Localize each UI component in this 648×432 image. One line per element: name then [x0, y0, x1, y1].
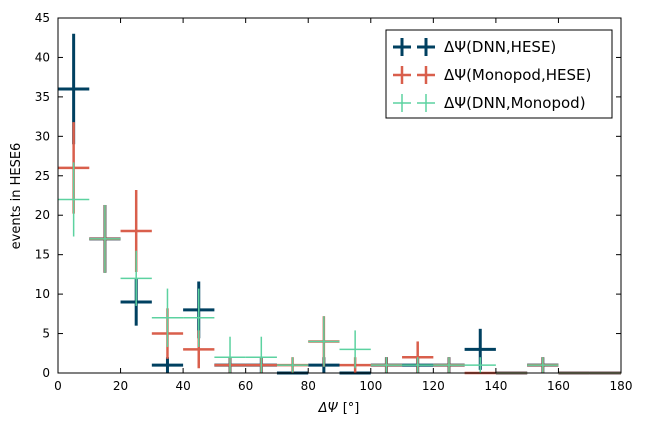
x-tick-label: 20: [113, 379, 128, 393]
series-2: [58, 122, 621, 375]
legend-label: ΔΨ(DNN,Monopod): [444, 94, 586, 112]
x-tick-label: 40: [175, 379, 190, 393]
y-tick-label: 10: [35, 287, 50, 301]
x-axis-label-symbol: ΔΨ: [318, 401, 339, 416]
x-tick-label: 160: [547, 379, 570, 393]
data-point: [151, 288, 184, 347]
axis-ticks: [57, 17, 622, 374]
legend-label: ΔΨ(DNN,HESE): [444, 38, 556, 56]
x-axis-label: ΔΨ [°]: [318, 401, 360, 416]
x-tick-label: 0: [54, 379, 62, 393]
data-point: [370, 357, 403, 373]
data-point: [245, 336, 277, 373]
data-point: [89, 204, 121, 273]
data-point: [183, 288, 215, 347]
plot-frame: [57, 17, 622, 374]
series-3: [58, 162, 621, 374]
x-axis-label-unit: [°]: [343, 401, 360, 416]
x-tick-label: 100: [359, 379, 382, 393]
x-tick-label: 140: [484, 379, 507, 393]
y-axis-label: events in HESE6: [9, 143, 24, 250]
y-tick-label: 0: [42, 366, 50, 380]
data-point: [214, 336, 246, 373]
data-point: [464, 357, 496, 373]
legend-item: ΔΨ(DNN,Monopod): [393, 94, 586, 112]
data-point: [339, 330, 371, 369]
legend-item: ΔΨ(Monopod,HESE): [393, 66, 591, 84]
data-point: [58, 162, 90, 237]
x-tick-label: 180: [610, 379, 633, 393]
legend-item: ΔΨ(DNN,HESE): [393, 38, 556, 56]
data-point: [151, 357, 184, 373]
x-tick-label: 60: [238, 379, 253, 393]
data-point: [433, 357, 465, 373]
data-marks: [58, 33, 621, 375]
x-tick-labels: 0 20 40 60 80 100 120 140 160 180: [54, 379, 632, 393]
y-tick-label: 45: [35, 11, 50, 25]
y-tick-label: 15: [35, 248, 50, 262]
y-tick-label: 25: [35, 169, 50, 183]
y-tick-labels: 0 5 10 15 20 25 30 35 40 45: [35, 11, 50, 380]
data-point: [120, 250, 152, 306]
x-tick-label: 120: [422, 379, 445, 393]
y-tick-label: 40: [35, 50, 50, 64]
legend-label: ΔΨ(Monopod,HESE): [444, 66, 591, 84]
data-point: [308, 316, 340, 367]
data-point: [402, 357, 434, 373]
data-point: [527, 357, 559, 373]
y-tick-label: 35: [35, 90, 50, 104]
legend: ΔΨ(DNN,HESE) ΔΨ(Monopod,HESE) ΔΨ(DNN,Monop…: [385, 29, 613, 119]
data-point: [276, 357, 309, 373]
x-tick-label: 80: [301, 379, 316, 393]
y-tick-label: 20: [35, 208, 50, 222]
y-tick-label: 30: [35, 129, 50, 143]
y-tick-label: 5: [42, 327, 50, 341]
